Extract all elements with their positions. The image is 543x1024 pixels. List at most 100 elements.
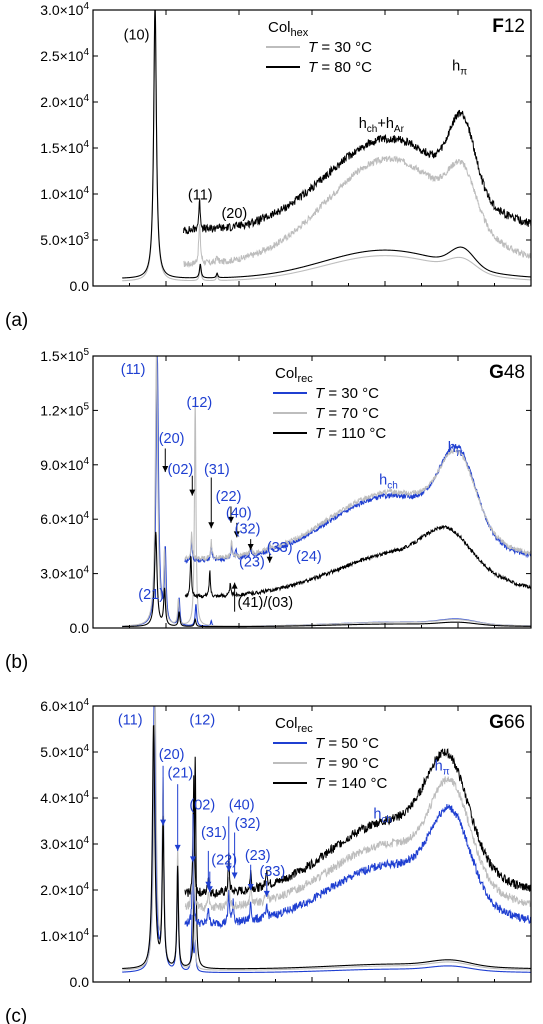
sample-id: F12 xyxy=(492,16,525,37)
peak-annotation: hπ xyxy=(448,440,463,459)
plot-area xyxy=(122,10,531,282)
series-line-3 xyxy=(122,724,531,970)
peak-annotation: (31) xyxy=(201,825,227,841)
series-line-2 xyxy=(122,706,531,971)
y-tick-label: 2.0×104 xyxy=(40,93,89,110)
series-line-2 xyxy=(122,356,531,627)
legend-entry-1: T = 50 °C xyxy=(315,735,379,752)
peak-annotation: (31) xyxy=(204,462,230,478)
y-tick-label: 4.0×104 xyxy=(40,789,89,806)
legend-entry-2: T = 70 °C xyxy=(315,405,379,422)
peak-arrow xyxy=(233,522,240,538)
peak-annotation: (23) xyxy=(245,848,271,864)
peak-arrow xyxy=(231,832,238,879)
peak-annotation: (20) xyxy=(221,206,247,222)
peak-annotation: (33) xyxy=(259,864,285,880)
legend-entry-3: T = 140 °C xyxy=(315,775,387,792)
peak-arrow xyxy=(225,816,232,872)
legend-entry-2: T = 90 °C xyxy=(315,755,379,772)
y-tick-label: 1.5×105 xyxy=(40,347,89,364)
series-line-2 xyxy=(122,10,531,279)
peak-annotation: (22) xyxy=(211,853,237,869)
peak-annotation: (21) xyxy=(138,587,164,603)
y-tick-label: 0.0 xyxy=(70,278,90,294)
chart-panel-1: 0.0 5.0×103 1.0×104 1.5×104 2.0×104 2.5×104 3.… xyxy=(5,1,532,331)
panel-label: (a) xyxy=(5,310,28,331)
peak-arrow xyxy=(263,880,270,897)
y-tick-label: 9.0×104 xyxy=(40,456,89,473)
chart-panel-2: 0.0 3.0×104 6.0×104 9.0×104 1.2×105 1.5×105 (b… xyxy=(5,347,532,673)
peak-annotation: (23) xyxy=(239,554,265,570)
y-tick-label: 2.5×104 xyxy=(40,47,89,64)
y-tick-label: 6.0×104 xyxy=(40,697,89,714)
peak-arrow xyxy=(189,475,196,496)
chart-panel-3: 0.0 1.0×104 2.0×104 3.0×104 4.0×104 5.0×104 6.… xyxy=(5,697,532,1024)
offset-curve-2 xyxy=(184,776,531,913)
y-tick-label: 0.0 xyxy=(70,620,90,636)
y-tick-label: 1.0×104 xyxy=(40,927,89,944)
peak-annotation: (40) xyxy=(229,798,255,814)
peak-annotation: (33) xyxy=(267,540,293,556)
y-tick-label: 3.0×104 xyxy=(40,1,89,18)
peak-arrow xyxy=(247,539,254,551)
peak-annotation: (10) xyxy=(124,27,150,43)
peak-annotation: (32) xyxy=(235,522,261,538)
y-tick-label: 2.0×104 xyxy=(40,881,89,898)
legend-entry-1: T = 30 °C xyxy=(315,385,379,402)
peak-arrow xyxy=(266,553,273,563)
peak-arrow xyxy=(247,864,254,890)
offset-curve-3 xyxy=(184,748,531,899)
plot-area xyxy=(122,356,531,628)
peak-arrow xyxy=(162,448,169,473)
peak-annotation: (11) xyxy=(118,712,143,728)
peak-annotation: hch xyxy=(373,807,392,826)
peak-annotation: (11) xyxy=(121,362,146,378)
peak-arrow xyxy=(174,784,181,851)
peak-arrow xyxy=(231,582,238,612)
y-tick-label: 1.5×104 xyxy=(40,139,89,156)
y-tick-label: 3.0×104 xyxy=(40,835,89,852)
y-tick-label: 1.0×104 xyxy=(40,185,89,202)
offset-curve-1 xyxy=(183,155,531,268)
legend-entry-2: T = 80 °C xyxy=(308,59,372,76)
peak-annotation: (40) xyxy=(226,505,252,521)
series-line-3 xyxy=(122,531,531,628)
peak-annotation: (12) xyxy=(189,712,215,728)
peak-annotation: (21) xyxy=(167,765,193,781)
peak-annotation: (22) xyxy=(216,489,242,505)
peak-annotation: hπ xyxy=(452,59,467,78)
panel-label: (b) xyxy=(5,652,28,673)
y-tick-label: 6.0×104 xyxy=(40,510,89,527)
peak-arrow xyxy=(160,765,167,826)
legend-entry-3: T = 110 °C xyxy=(315,425,386,442)
peak-annotation: (02) xyxy=(167,462,193,478)
offset-curve-2 xyxy=(183,109,531,235)
sample-id: G48 xyxy=(489,362,525,383)
peak-annotation: (32) xyxy=(235,816,261,832)
peak-annotation: hch xyxy=(379,473,398,492)
y-tick-label: 1.2×105 xyxy=(40,401,89,418)
offset-curve-3 xyxy=(184,525,531,599)
y-tick-label: 5.0×104 xyxy=(40,743,89,760)
peak-annotation: hπ xyxy=(435,758,450,777)
peak-annotation: (02) xyxy=(189,798,215,814)
offset-curve-2 xyxy=(184,448,531,562)
legend-phase: Colhex xyxy=(268,19,309,39)
series-line-1 xyxy=(122,10,531,282)
peak-annotation: hch+hAr xyxy=(359,116,405,135)
y-tick-label: 3.0×104 xyxy=(40,565,89,582)
plot-area xyxy=(122,706,531,974)
peak-annotation: (20) xyxy=(159,431,185,447)
sample-id: G66 xyxy=(489,712,525,733)
y-tick-label: 5.0×103 xyxy=(40,231,89,248)
peak-annotation: (11) xyxy=(188,188,213,204)
peak-annotation: (12) xyxy=(186,395,212,411)
peak-arrow xyxy=(227,506,234,523)
legend-entry-1: T = 30 °C xyxy=(308,39,372,56)
panel-label: (c) xyxy=(5,1006,27,1024)
offset-curve-1 xyxy=(184,803,531,929)
